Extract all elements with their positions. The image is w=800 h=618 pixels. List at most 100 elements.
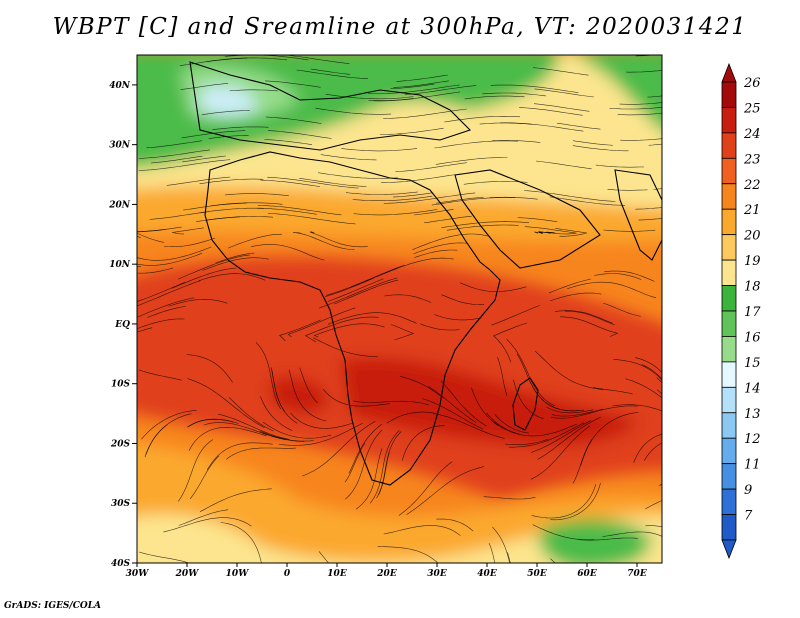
colorbar-label: 23 <box>743 152 761 167</box>
streamline <box>494 414 529 434</box>
map-frame <box>136 54 663 564</box>
india-coastline <box>614 169 662 261</box>
streamline <box>641 364 662 380</box>
streamline <box>327 312 417 325</box>
streamline <box>268 213 356 225</box>
lat-tick-label: EQ <box>114 320 130 330</box>
streamline <box>603 229 656 232</box>
streamline <box>612 404 662 412</box>
streamline <box>138 369 182 381</box>
streamline <box>137 302 138 303</box>
streamline <box>435 157 508 165</box>
streamline <box>137 318 185 330</box>
streamline <box>578 537 639 541</box>
streamline <box>304 316 379 343</box>
streamline <box>224 193 289 197</box>
lat-tick-label: 30N <box>109 141 131 151</box>
streamline <box>531 484 597 519</box>
streamline <box>398 461 453 516</box>
lat-tick-label: 40S <box>111 559 131 569</box>
streamline <box>490 84 579 93</box>
streamline <box>424 215 472 224</box>
lat-tick-label: 10N <box>109 260 131 270</box>
streamline <box>320 154 377 161</box>
lat-tick-label: 20N <box>108 200 131 210</box>
field-green-south <box>539 519 651 563</box>
colorbar-swatch <box>721 107 737 134</box>
streamline <box>555 228 588 237</box>
streamline <box>550 292 602 302</box>
streamline <box>188 426 267 451</box>
streamline <box>171 227 204 235</box>
streamline <box>344 442 366 483</box>
colorbar-label: 13 <box>744 407 761 422</box>
streamline <box>268 130 332 139</box>
colorbar-label: 25 <box>743 101 761 116</box>
streamline <box>267 176 359 189</box>
streamline <box>656 389 662 395</box>
streamline <box>368 91 461 101</box>
lon-tick-label: 30W <box>126 569 150 579</box>
streamline <box>137 229 166 243</box>
streamline <box>507 552 511 563</box>
streamline <box>635 207 662 210</box>
streamline <box>226 447 296 460</box>
streamline <box>288 369 327 422</box>
colorbar-swatch <box>721 361 737 388</box>
streamline <box>516 353 579 412</box>
streamline <box>208 135 249 139</box>
colorbar-label: 26 <box>743 76 761 91</box>
streamline <box>287 307 356 338</box>
streamline <box>572 439 593 484</box>
streamline <box>626 70 662 73</box>
streamline <box>260 179 320 187</box>
streamline <box>482 92 547 97</box>
streamline <box>560 316 619 337</box>
streamline <box>517 217 558 222</box>
streamline <box>318 172 398 179</box>
streamline <box>459 282 527 292</box>
colorbar-label: 22 <box>743 178 761 193</box>
colorbar-swatch <box>721 336 737 363</box>
colorbar-swatch <box>721 183 737 210</box>
streamline <box>257 205 342 216</box>
streamline <box>653 188 662 190</box>
streamline <box>379 127 444 135</box>
streamline <box>368 84 460 94</box>
streamline <box>617 112 662 116</box>
streamline <box>262 421 332 439</box>
streamline <box>255 342 281 410</box>
streamline <box>166 176 231 186</box>
streamline <box>519 107 583 116</box>
streamline <box>400 376 443 398</box>
streamline <box>205 216 274 221</box>
streamline <box>422 398 484 430</box>
streamline <box>609 106 662 110</box>
streamline <box>436 518 474 532</box>
lon-tick-label: 0 <box>284 569 291 579</box>
streamline <box>137 246 212 261</box>
streamline <box>199 178 264 185</box>
colorbar-swatch <box>721 259 737 286</box>
streamline <box>593 387 633 395</box>
streamline <box>434 314 482 321</box>
streamline <box>406 466 485 515</box>
streamline <box>325 93 414 100</box>
streamline <box>607 189 648 191</box>
colorbar-swatch <box>721 412 737 439</box>
streamline <box>264 139 313 145</box>
streamline <box>551 405 638 419</box>
streamline <box>550 483 601 521</box>
streamline <box>551 408 604 417</box>
streamline <box>497 357 508 397</box>
streamline <box>353 209 438 216</box>
streamline <box>464 95 525 100</box>
streamline <box>302 420 376 477</box>
colorbar-swatch <box>721 386 737 414</box>
streamline <box>264 80 321 88</box>
streamline <box>313 337 378 358</box>
streamline <box>548 278 591 294</box>
coastlines <box>189 61 662 486</box>
streamline <box>524 190 616 202</box>
